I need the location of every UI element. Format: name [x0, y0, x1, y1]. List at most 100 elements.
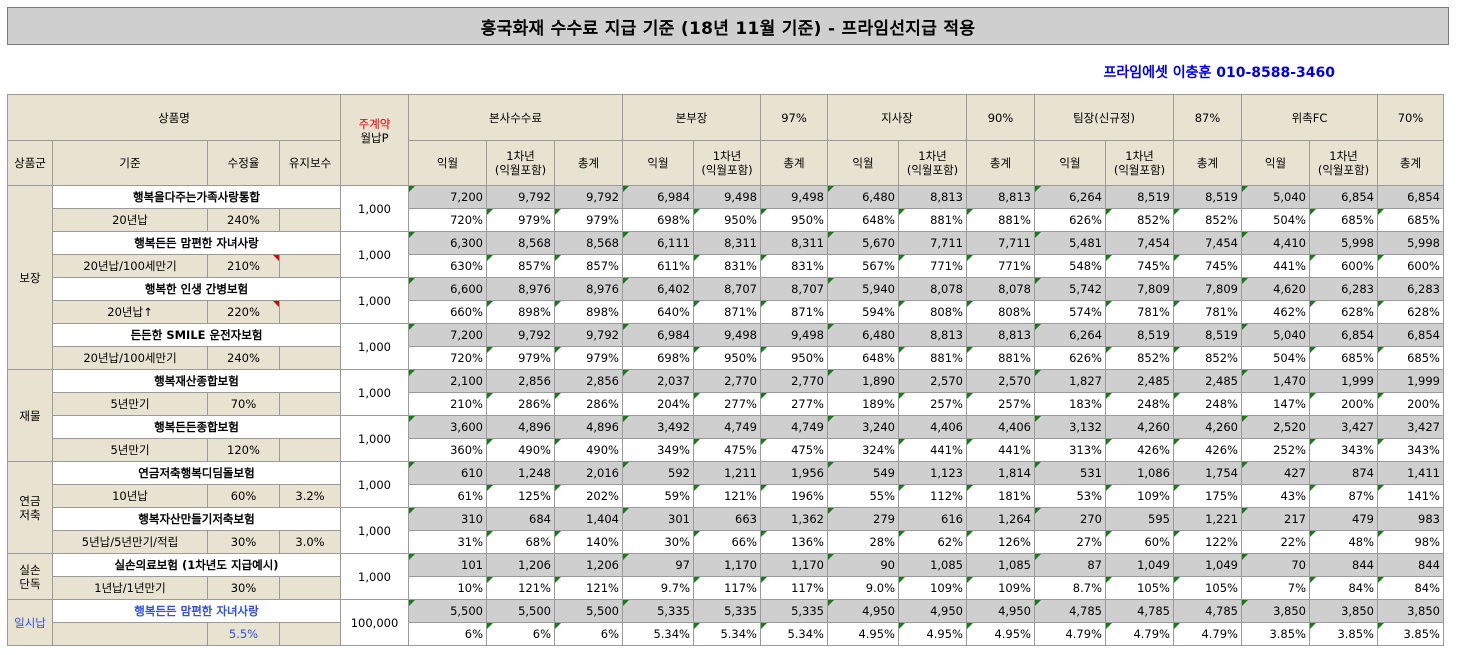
percent-cell: 28% — [827, 530, 899, 554]
amount-cell: 6,283 — [1377, 277, 1444, 301]
percent-cell: 648% — [827, 208, 899, 232]
percent-cell: 175% — [1173, 484, 1242, 508]
percent-cell: 4.79% — [1173, 622, 1242, 646]
amount-cell: 101 — [408, 553, 487, 577]
percent-cell: 8.7% — [1034, 576, 1106, 600]
amount-cell: 97 — [622, 553, 694, 577]
percent-cell: 9.7% — [622, 576, 694, 600]
amount-cell: 4,749 — [693, 415, 761, 439]
percent-cell: 640% — [622, 300, 694, 324]
percent-cell: 426% — [1105, 438, 1174, 462]
percent-cell: 257% — [966, 392, 1035, 416]
percent-cell: 720% — [408, 346, 487, 370]
amount-cell: 5,742 — [1034, 277, 1106, 301]
header-group: 상품군 — [7, 140, 53, 186]
percent-cell: 61% — [408, 484, 487, 508]
amount-cell: 6,300 — [408, 231, 487, 255]
product-maint — [279, 254, 341, 278]
amount-cell: 9,792 — [554, 323, 623, 347]
percent-cell: 277% — [760, 392, 828, 416]
table-row: 보장 행복을다주는가족사랑통합 1,000 7,200 9,792 9,792 6,984 9… — [7, 185, 1444, 370]
amount-cell: 8,813 — [898, 185, 967, 209]
amount-cell: 1,411 — [1377, 461, 1444, 485]
amount-cell: 2,520 — [1241, 415, 1310, 439]
percent-cell: 771% — [898, 254, 967, 278]
header-month: 익월 — [1034, 140, 1106, 186]
header-level: 팀장(신규정) — [1034, 94, 1174, 141]
header-rate: 수정율 — [207, 140, 280, 186]
percent-cell: 30% — [622, 530, 694, 554]
amount-cell: 8,078 — [966, 277, 1035, 301]
percent-cell: 441% — [1241, 254, 1310, 278]
percent-cell: 109% — [898, 576, 967, 600]
product-basis: 1년납/1년만기 — [52, 576, 208, 600]
amount-cell: 7,454 — [1105, 231, 1174, 255]
header-year1: 1차년 (익월포함) — [1105, 140, 1174, 186]
percent-cell: 490% — [486, 438, 555, 462]
amount-cell: 6,480 — [827, 185, 899, 209]
amount-cell: 7,200 — [408, 185, 487, 209]
product-basis: 20년납 — [52, 208, 208, 232]
amount-cell: 4,260 — [1173, 415, 1242, 439]
percent-cell: 27% — [1034, 530, 1106, 554]
percent-cell: 852% — [1105, 208, 1174, 232]
amount-cell: 4,749 — [760, 415, 828, 439]
table-row: 실손 단독 실손의료보험 (1차년도 지급예시) 1,000 101 1,206 1,206… — [7, 553, 1444, 600]
percent-cell: 871% — [760, 300, 828, 324]
header-level-pct: 70% — [1377, 94, 1444, 141]
amount-cell: 5,040 — [1241, 323, 1310, 347]
amount-cell: 8,311 — [760, 231, 828, 255]
percent-cell: 950% — [760, 208, 828, 232]
percent-cell: 898% — [486, 300, 555, 324]
amount-cell: 7,809 — [1173, 277, 1242, 301]
group-label: 실손 단독 — [7, 553, 53, 600]
percent-cell: 248% — [1105, 392, 1174, 416]
percent-cell: 950% — [760, 346, 828, 370]
amount-cell: 5,040 — [1241, 185, 1310, 209]
header-month: 익월 — [622, 140, 694, 186]
amount-cell: 1,890 — [827, 369, 899, 393]
amount-cell: 1,170 — [693, 553, 761, 577]
amount-cell: 1,999 — [1377, 369, 1444, 393]
percent-cell: 781% — [1173, 300, 1242, 324]
percent-cell: 121% — [486, 576, 555, 600]
product-basis: 5년만기 — [52, 392, 208, 416]
amount-cell: 9,498 — [693, 185, 761, 209]
amount-cell: 5,335 — [760, 599, 828, 623]
amount-cell: 8,813 — [966, 185, 1035, 209]
product-name: 든든한 SMILE 운전자보험 — [52, 323, 341, 347]
amount-cell: 3,132 — [1034, 415, 1106, 439]
percent-cell: 611% — [622, 254, 694, 278]
amount-cell: 2,485 — [1105, 369, 1174, 393]
amount-cell: 7,711 — [898, 231, 967, 255]
percent-cell: 31% — [408, 530, 487, 554]
percent-cell: 630% — [408, 254, 487, 278]
amount-cell: 5,940 — [827, 277, 899, 301]
percent-cell: 574% — [1034, 300, 1106, 324]
amount-cell: 1,264 — [966, 507, 1035, 531]
table-row: 5년만기 120% 360% 490% 490% 349% 475% 475% 324% 441%… — [8, 438, 1444, 462]
percent-cell: 881% — [966, 346, 1035, 370]
percent-cell: 4.95% — [966, 622, 1035, 646]
amount-cell: 6,264 — [1034, 323, 1106, 347]
percent-cell: 109% — [966, 576, 1035, 600]
percent-cell: 126% — [966, 530, 1035, 554]
product-maint — [279, 346, 341, 370]
percent-cell: 59% — [622, 484, 694, 508]
product-rate: 120% — [207, 438, 280, 462]
amount-cell: 2,770 — [693, 369, 761, 393]
percent-cell: 490% — [554, 438, 623, 462]
product-name: 행복든든 맘편한 자녀사랑 — [52, 231, 341, 255]
amount-cell: 549 — [827, 461, 899, 485]
percent-cell: 881% — [966, 208, 1035, 232]
product-rate: 5.5% — [207, 622, 280, 646]
amount-cell: 4,260 — [1105, 415, 1174, 439]
amount-cell: 7,200 — [408, 323, 487, 347]
amount-cell: 1,827 — [1034, 369, 1106, 393]
amount-cell: 7,711 — [966, 231, 1035, 255]
table-row: 재물 행복재산종합보험 1,000 2,100 2,856 2,856 2,037 2,770… — [7, 369, 1444, 462]
percent-cell: 343% — [1377, 438, 1444, 462]
amount-cell: 1,211 — [693, 461, 761, 485]
percent-cell: 720% — [408, 208, 487, 232]
percent-cell: 60% — [1105, 530, 1174, 554]
